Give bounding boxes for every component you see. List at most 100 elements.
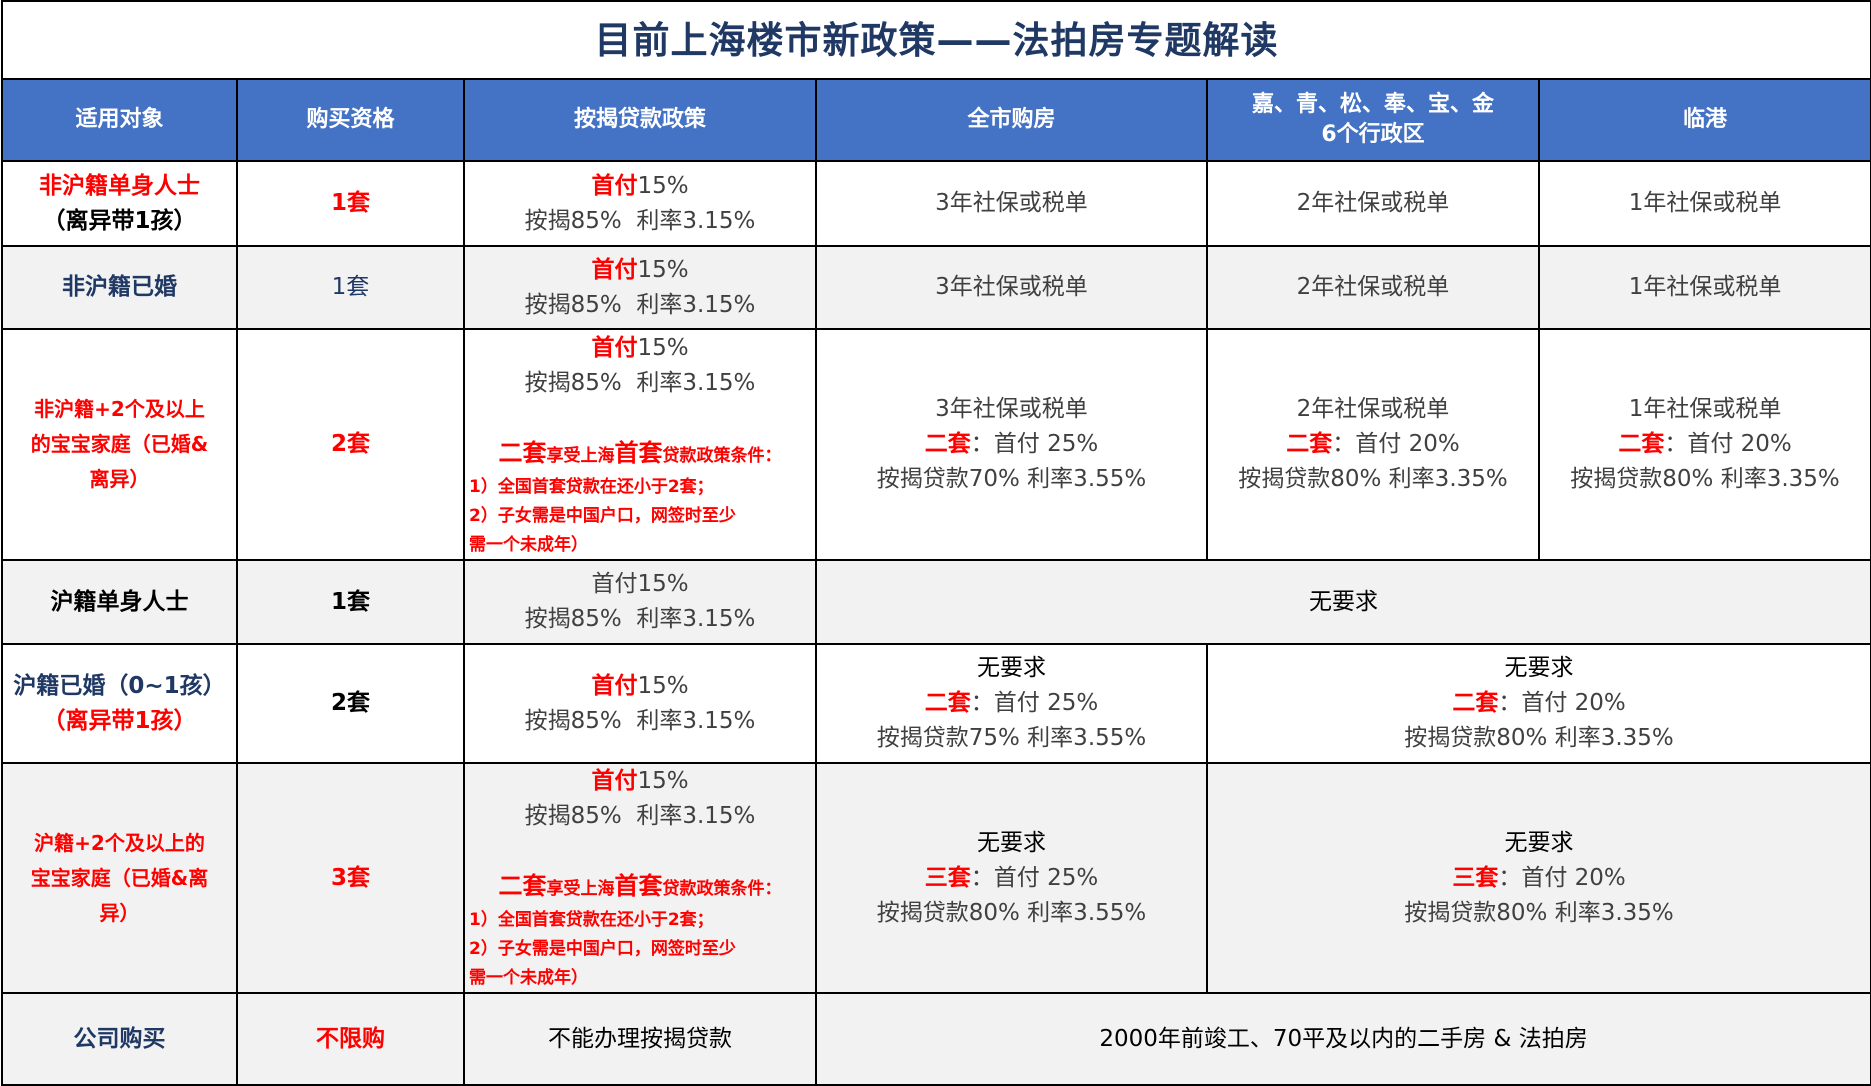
cell-text: 非沪籍单身人士 (39, 172, 200, 199)
cell-text: 宝宝家庭（已婚&离 (30, 865, 209, 890)
cell-line: 无要求 (1212, 651, 1866, 686)
cell-line: 异） (7, 896, 232, 931)
header-text: 嘉、青、松、奉、宝、金 (1251, 92, 1494, 117)
cell-line: 二套：首付 20% (1212, 686, 1866, 721)
cell-line: 按揭贷款70% 利率3.55% (821, 462, 1202, 497)
cell-line: 2年社保或税单 (1212, 392, 1534, 427)
cell-mortgage-policy: 首付15% 按揭85% 利率3.15% 二套享受上海首套贷款政策条件： 1）全国首套… (463, 762, 817, 994)
cell-citywide-purchase: 3年社保或税单 二套：首付 25% 按揭贷款70% 利率3.55% (815, 328, 1208, 561)
cell-text: 1年社保或税单 (1628, 190, 1782, 216)
cell-mortgage-policy: 首付15% 按揭85% 利率3.15% (463, 559, 817, 645)
cell-text: 离异） (89, 467, 150, 491)
cell-line: 沪籍已婚（0~1孩） (7, 669, 232, 704)
cell-line: 二套享受上海首套贷款政策条件： (469, 436, 811, 472)
cell-text: 非沪籍+2个及以上 (34, 397, 205, 421)
cell-line: 二套：首付 25% (821, 686, 1202, 721)
cell-lingang: 1年社保或税单 二套：首付 20% 按揭贷款80% 利率3.35% (1537, 328, 1871, 561)
cell-mortgage-policy: 首付15% 按揭85% 利率3.15% (463, 643, 817, 764)
cell-text: 非沪籍已婚 (62, 274, 177, 300)
cell-text: 按揭贷款70% 利率3.55% (876, 466, 1147, 492)
table-row: 沪籍单身人士 1套 首付15% 按揭85% 利率3.15% 无要求 (1, 559, 1871, 645)
cell-lingang: 1年社保或税单 (1537, 245, 1871, 330)
table-row: 非沪籍单身人士 （离异带1孩） 1套 首付15% 按揭85% 利率3.15% 3年社保或税… (1, 160, 1871, 247)
cell-text: 沪籍已婚（0~1孩） (13, 672, 226, 699)
header-row: 适用对象 购买资格 按揭贷款政策 全市购房 嘉、青、松、奉、宝、金 6个行政区 临港 (1, 78, 1871, 162)
cell-line: 离异） (7, 462, 232, 497)
cell-applicable-target: 非沪籍已婚 (1, 245, 238, 330)
cell-text: 无要求 (977, 829, 1046, 856)
cell-text: 享受上海 (546, 445, 615, 466)
cell-text: 首付 (591, 334, 638, 361)
cell-text: 2年社保或税单 (1296, 396, 1450, 422)
cell-text: 贷款政策条件： (662, 879, 782, 899)
cell-citywide-purchase: 3年社保或税单 (815, 160, 1208, 247)
cell-line (469, 834, 811, 869)
cell-text (636, 405, 643, 431)
header-citywide-purchase: 全市购房 (815, 78, 1208, 162)
cell-text: 按揭贷款80% 利率3.35% (1404, 725, 1674, 751)
cell-text: 按揭贷款80% 利率3.35% (1238, 466, 1508, 492)
cell-text: 异） (99, 900, 140, 925)
cell-text: 二套 (1286, 431, 1333, 457)
cell-line: 2套 (242, 427, 459, 462)
cell-applicable-target: 沪籍+2个及以上的宝宝家庭（已婚&离 异） (1, 762, 238, 994)
cell-text: ：首付 25% (970, 690, 1099, 716)
cell-text: 的宝宝家庭（已婚& (30, 432, 209, 456)
cell-line: 1套 (242, 186, 459, 221)
cell-line: 按揭85% 利率3.15% (469, 366, 811, 401)
cell-line: 不限购 (242, 1022, 459, 1057)
cell-line: 非沪籍+2个及以上 (7, 392, 232, 427)
cell-text: 15% (637, 672, 689, 699)
cell-text: 二套 (924, 431, 971, 457)
cell-text: 公司购买 (73, 1025, 166, 1052)
cell-text: 2000年前竣工、70平及以内的二手房 & 法拍房 (1099, 1025, 1588, 1052)
cell-citywide-purchase: 3年社保或税单 (815, 245, 1208, 330)
cell-text: 首付15% (591, 571, 689, 597)
cell-purchase-eligibility: 2套 (236, 643, 465, 764)
header-text: 全市购房 (967, 107, 1056, 132)
cell-text: 按揭85% 利率3.15% (524, 606, 756, 632)
cell-citywide-purchase: 无要求 二套：首付 25% 按揭贷款75% 利率3.55% (815, 643, 1208, 764)
cell-text: 15% (637, 768, 689, 794)
cell-text (636, 838, 643, 864)
table-row: 沪籍已婚（0~1孩） （离异带1孩） 2套 首付15% 按揭85% 利率3.15% 无要求… (1, 643, 1871, 764)
cell-line: 需一个未成年） (469, 530, 811, 559)
cell-line: 无要求 (1212, 826, 1866, 861)
cell-six-districts: 无要求 三套：首付 20% 按揭贷款80% 利率3.35% (1205, 762, 1871, 994)
header-text: 适用对象 (75, 107, 164, 132)
cell-text: 首套 (614, 872, 663, 900)
cell-mortgage-policy: 首付15% 按揭85% 利率3.15% (463, 245, 817, 330)
cell-line: 无要求 (821, 651, 1202, 686)
cell-text: 按揭85% 利率3.15% (524, 369, 756, 396)
cell-line: 沪籍+2个及以上的 (7, 826, 232, 861)
cell-line: 按揭贷款75% 利率3.55% (821, 721, 1202, 756)
cell-text: 1年社保或税单 (1628, 396, 1782, 422)
cell-line: 沪籍单身人士 (7, 585, 232, 620)
cell-text: 15% (637, 172, 689, 199)
cell-text: 无要求 (1504, 655, 1574, 681)
cell-line: 3年社保或税单 (821, 392, 1202, 427)
cell-line: 按揭贷款80% 利率3.35% (1212, 721, 1866, 756)
cell-text: ：首付 20% (1664, 431, 1792, 457)
cell-line: 1套 (242, 585, 459, 620)
cell-line: 不能办理按揭贷款 (469, 1022, 811, 1057)
page-title: 目前上海楼市新政策——法拍房专题解读 (0, 0, 1871, 80)
cell-line: 公司购买 (7, 1022, 232, 1057)
header-text: 临港 (1683, 107, 1728, 132)
cell-text: 需一个未成年） (469, 534, 588, 555)
cell-purchase-eligibility: 不限购 (236, 992, 465, 1086)
cell-text: 首付 (591, 672, 638, 699)
cell-text: 不能办理按揭贷款 (548, 1025, 732, 1052)
cell-purchase-eligibility: 1套 (236, 160, 465, 247)
cell-line: 按揭贷款80% 利率3.35% (1212, 462, 1534, 497)
cell-text: ：首付 20% (1332, 431, 1460, 457)
cell-text: 1）全国首套贷款在还小于2套； (469, 476, 714, 497)
cell-text: 3套 (330, 864, 370, 891)
cell-line: 宝宝家庭（已婚&离 (7, 861, 232, 896)
cell-lingang: 1年社保或税单 (1537, 160, 1871, 247)
cell-text: 2年社保或税单 (1296, 274, 1450, 300)
cell-line: 按揭85% 利率3.15% (469, 704, 811, 739)
cell-text: 2年社保或税单 (1296, 190, 1450, 216)
cell-line: 首付15% (469, 764, 811, 799)
cell-line: 2套 (242, 686, 459, 721)
